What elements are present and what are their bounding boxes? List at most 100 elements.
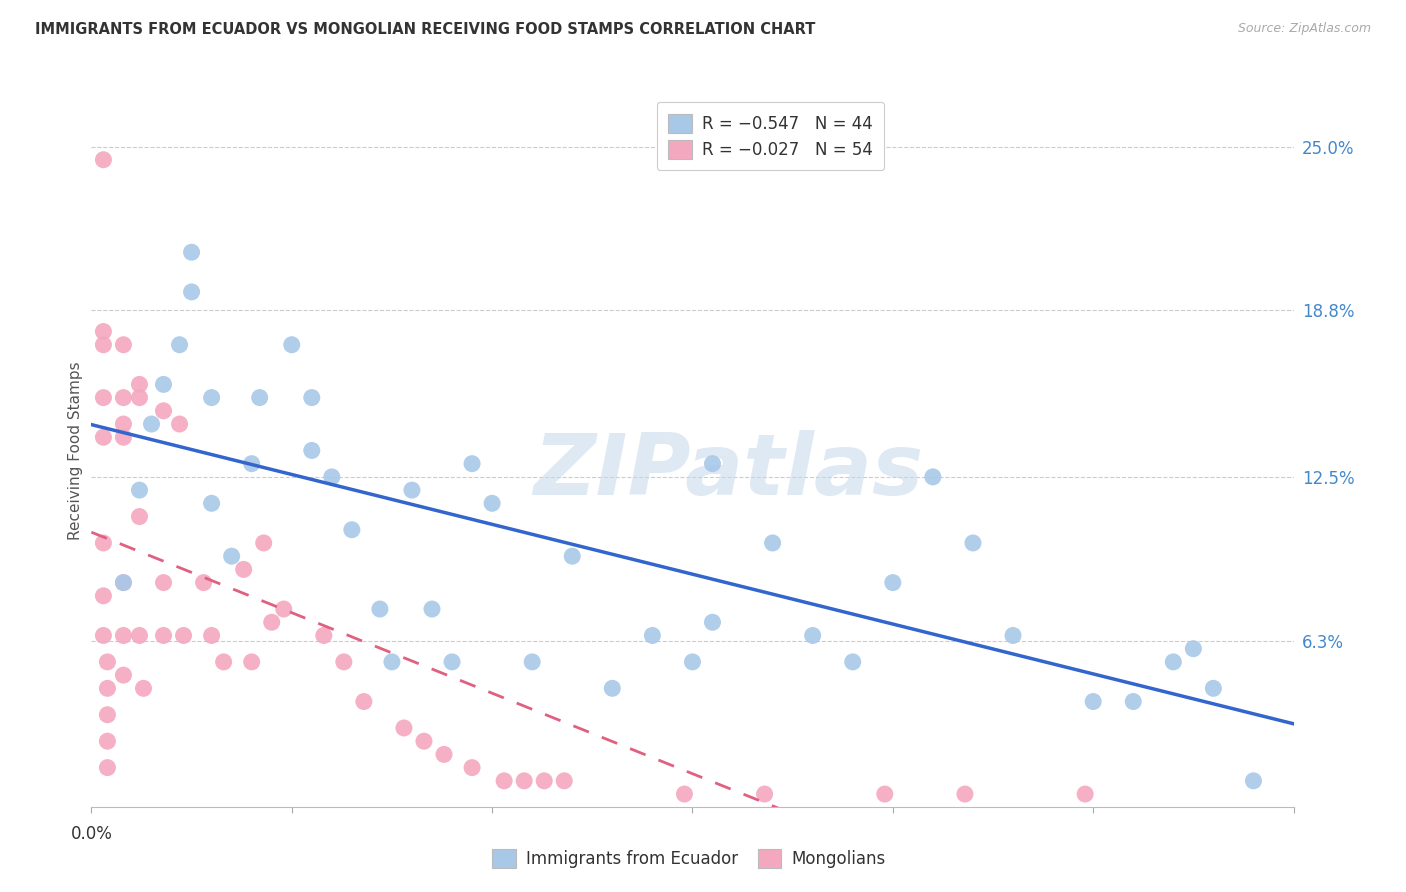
Point [681,655,703,669]
Point [433,747,456,762]
Point [602,681,624,696]
Point [96,707,118,722]
Text: 0.0%: 0.0% [70,825,112,843]
Point [962,536,984,550]
Point [249,391,271,405]
Point [873,787,896,801]
Point [333,655,356,669]
Point [173,628,195,642]
Point [128,391,150,405]
Point [240,655,263,669]
Point [1202,681,1225,696]
Point [93,391,115,405]
Point [212,655,235,669]
Point [112,430,135,444]
Point [93,325,115,339]
Point [882,575,904,590]
Point [301,443,323,458]
Point [368,602,391,616]
Point [413,734,436,748]
Point [112,575,135,590]
Point [180,245,202,260]
Point [240,457,263,471]
Point [96,734,118,748]
Point [128,483,150,497]
Point [169,337,191,351]
Point [481,496,503,510]
Point [93,536,115,550]
Point [340,523,363,537]
Point [1083,694,1105,708]
Point [169,417,191,431]
Point [112,575,135,590]
Point [673,787,696,801]
Point [112,628,135,642]
Point [93,628,115,642]
Point [128,509,150,524]
Point [1001,628,1024,642]
Point [96,681,118,696]
Point [1182,641,1205,656]
Point [152,377,174,392]
Point [201,391,224,405]
Point [152,404,174,418]
Point [201,628,224,642]
Point [93,153,115,167]
Legend: Immigrants from Ecuador, Mongolians: Immigrants from Ecuador, Mongolians [485,842,893,875]
Point [221,549,243,564]
Point [841,655,863,669]
Point [141,417,163,431]
Point [392,721,415,735]
Point [93,589,115,603]
Text: Source: ZipAtlas.com: Source: ZipAtlas.com [1237,22,1371,36]
Point [553,773,575,788]
Point [922,470,945,484]
Point [522,655,544,669]
Point [201,496,224,510]
Point [96,655,118,669]
Point [273,602,295,616]
Point [93,337,115,351]
Point [353,694,375,708]
Point [754,787,776,801]
Point [128,377,150,392]
Point [132,681,155,696]
Point [112,668,135,682]
Point [96,761,118,775]
Text: ZIPatlas: ZIPatlas [533,430,924,514]
Point [461,457,484,471]
Point [953,787,976,801]
Point [1243,773,1265,788]
Point [152,575,174,590]
Point [533,773,555,788]
Point [461,761,484,775]
Point [561,549,583,564]
Point [494,773,516,788]
Point [260,615,283,630]
Point [128,628,150,642]
Y-axis label: Receiving Food Stamps: Receiving Food Stamps [67,361,83,540]
Point [641,628,664,642]
Point [152,628,174,642]
Point [312,628,335,642]
Point [1122,694,1144,708]
Point [1074,787,1097,801]
Point [801,628,824,642]
Point [702,615,724,630]
Point [281,337,304,351]
Point [321,470,343,484]
Point [513,773,536,788]
Point [702,457,724,471]
Point [180,285,202,299]
Legend: R = −0.547   N = 44, R = −0.027   N = 54: R = −0.547 N = 44, R = −0.027 N = 54 [657,102,884,170]
Point [93,430,115,444]
Point [440,655,463,669]
Point [1163,655,1185,669]
Point [112,337,135,351]
Point [401,483,423,497]
Point [762,536,785,550]
Point [253,536,276,550]
Point [193,575,215,590]
Point [301,391,323,405]
Text: IMMIGRANTS FROM ECUADOR VS MONGOLIAN RECEIVING FOOD STAMPS CORRELATION CHART: IMMIGRANTS FROM ECUADOR VS MONGOLIAN REC… [35,22,815,37]
